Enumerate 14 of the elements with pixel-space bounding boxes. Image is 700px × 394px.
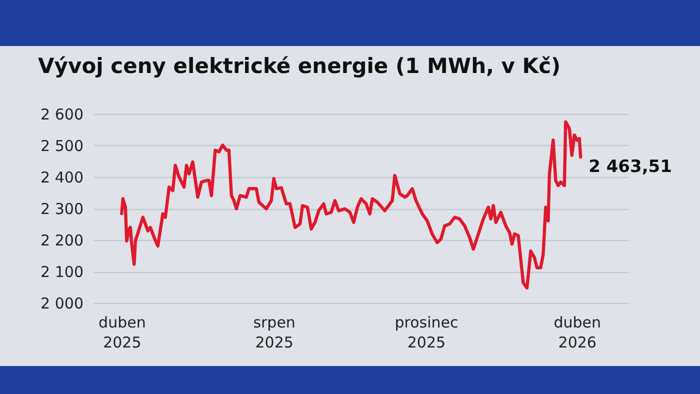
- y-tick-label: 2 200: [40, 232, 84, 250]
- x-tick-label: duben 2025: [98, 314, 146, 352]
- chart-title: Vývoj ceny elektrické energie (1 MWh, v Kč): [38, 54, 561, 78]
- x-tick-label: duben 2026: [554, 314, 602, 352]
- x-tick-label: srpen 2025: [253, 314, 296, 352]
- line-series: [120, 120, 582, 290]
- y-tick-label: 2 100: [40, 263, 84, 281]
- y-tick-label: 2 600: [40, 106, 84, 124]
- y-tick-label: 2 300: [40, 200, 84, 218]
- annotation: 2 463,51: [588, 156, 672, 177]
- y-tick-label: 2 000: [40, 294, 84, 312]
- y-tick-label: 2 500: [40, 137, 84, 155]
- y-tick-label: 2 400: [40, 168, 84, 186]
- x-tick-label: prosinec 2025: [394, 314, 458, 352]
